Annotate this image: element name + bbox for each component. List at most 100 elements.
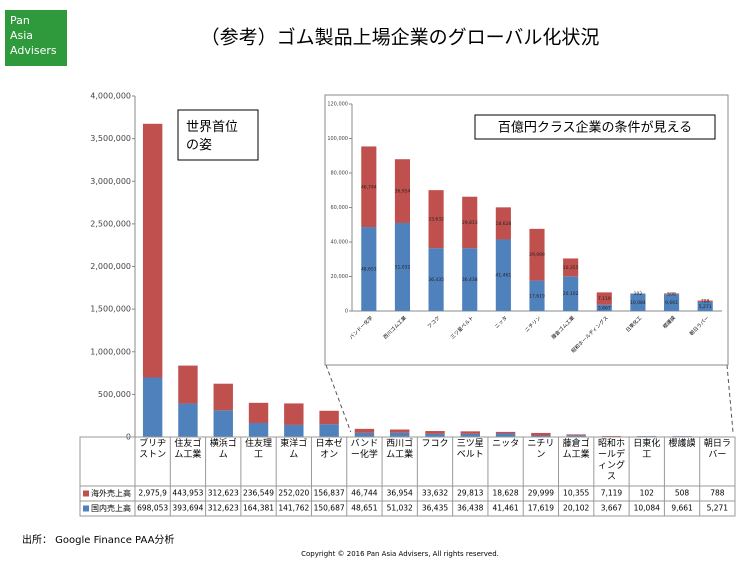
bar-segment [319, 410, 339, 425]
data-label: 46,744 [361, 184, 377, 190]
x-tick-cell: ニチリン [527, 439, 555, 460]
bar-segment [248, 422, 269, 437]
inset-box [324, 94, 729, 366]
bar-segment [531, 435, 551, 437]
x-tick-label: 昭和ホールディングス [597, 439, 625, 482]
y-tick-label: 80,000 [331, 171, 349, 177]
y-tick-label: 120,000 [327, 102, 348, 108]
y-tick-label: 60,000 [331, 205, 349, 211]
x-tick-label: 東洋ゴム [280, 439, 308, 460]
bar-segment [529, 228, 545, 281]
table-value: 698,053 [137, 504, 168, 513]
data-label: 33,632 [428, 217, 444, 223]
data-label: 5,271 [699, 304, 712, 310]
bar-segment [142, 377, 163, 437]
bar-segment [361, 227, 377, 311]
bar-segment [213, 410, 233, 437]
bar-segment [460, 433, 480, 437]
connector [726, 364, 734, 433]
data-label: 17,619 [529, 293, 545, 299]
annotation-box [177, 109, 259, 161]
x-tick-cell: 櫻護謨 [668, 439, 696, 449]
table-value: 252,020 [278, 489, 309, 498]
x-tick-cell: 東洋ゴム [280, 439, 308, 460]
table-value: 18,628 [492, 489, 518, 498]
logo-text: Pan [10, 14, 30, 27]
bar-segment [354, 432, 375, 437]
data-label: 3,667 [598, 305, 611, 311]
table-value: 29,999 [528, 489, 554, 498]
y-tick-label: 1,000,000 [90, 347, 131, 356]
x-tick-cell: 住友ゴム工業 [174, 439, 201, 460]
x-tick-cell: ニッタ [492, 439, 519, 449]
x-tick-cell: 住友理工 [245, 439, 273, 460]
x-tick-cell: 横浜ゴム [210, 439, 237, 460]
bar-segment [394, 159, 411, 223]
y-tick-label: 4,000,000 [90, 92, 131, 101]
bar-segment [394, 222, 411, 311]
table-value: 51,032 [387, 504, 413, 513]
bar-segment [361, 146, 377, 228]
table-value: 150,687 [314, 504, 345, 513]
x-tick-label: 藤倉ゴム工業 [562, 439, 590, 460]
data-label: 36,435 [428, 277, 444, 283]
bar-segment [425, 431, 445, 434]
x-tick-cell: 昭和ホールディングス [597, 439, 625, 482]
bar-segment [354, 428, 375, 433]
data-label: 10,084 [630, 300, 646, 306]
x-tick-label: フコク [421, 439, 449, 449]
x-tick-cell: 日東化工 [633, 439, 661, 460]
table-value: 46,744 [351, 489, 377, 498]
table-value: 236,549 [243, 489, 274, 498]
bar-segment [630, 293, 646, 311]
x-tick-cell: フコク [421, 439, 449, 449]
table-value: 312,623 [208, 489, 239, 498]
bar-segment [462, 196, 478, 249]
bar-segment [566, 435, 586, 437]
x-tick-label: 日東化工 [633, 439, 661, 460]
x-tick-label: 住友理工 [245, 439, 273, 460]
table-value: 33,632 [422, 489, 448, 498]
bar-segment [697, 300, 713, 302]
bar-segment [460, 431, 480, 434]
bar-segment [428, 248, 444, 311]
x-tick-label: 三ツ星ベルト [456, 439, 484, 460]
bar-segment [178, 365, 198, 404]
data-label: 7,119 [598, 296, 611, 302]
bar-segment [142, 123, 163, 378]
bar-segment [428, 190, 444, 249]
bar-segment [495, 207, 511, 240]
table-value: 10,084 [634, 504, 660, 513]
data-label: 508 [667, 291, 676, 297]
table-value: 102 [640, 489, 655, 498]
bar-segment [566, 434, 586, 436]
table-value: 41,461 [492, 504, 518, 513]
annotation-box [474, 114, 716, 140]
bar-segment [596, 292, 612, 305]
title: （参考）ゴム製品上場企業のグローバル化状況 [201, 27, 600, 49]
table-value: 9,661 [671, 504, 693, 513]
table-value: 36,435 [422, 504, 448, 513]
bar-segment [663, 294, 680, 311]
bar-segment [529, 280, 545, 311]
bar-segment [248, 402, 269, 423]
table [79, 436, 736, 517]
legend-label: 国内売上高 [91, 503, 131, 513]
table-value: 164,381 [243, 504, 274, 513]
annotation: 百億円クラス企業の条件が見える [498, 120, 692, 136]
data-label: 51,032 [395, 264, 411, 270]
table-value: 508 [675, 489, 690, 498]
x-tick-label: ニチリン [527, 439, 555, 460]
x-tick-label: 櫻護謨 [668, 439, 696, 449]
x-tick-cell: 朝日ラバー [703, 439, 731, 460]
bar-segment [284, 424, 304, 437]
x-tick-cell: 日本ゼオン [316, 439, 343, 460]
table-value: 36,954 [387, 489, 413, 498]
x-tick-label: 朝日ラバー [703, 439, 731, 460]
y-tick-label: 20,000 [331, 274, 349, 280]
data-label: 20,102 [563, 291, 579, 297]
connector [325, 364, 352, 433]
bar-segment [495, 433, 516, 437]
bar-segment [563, 276, 579, 311]
